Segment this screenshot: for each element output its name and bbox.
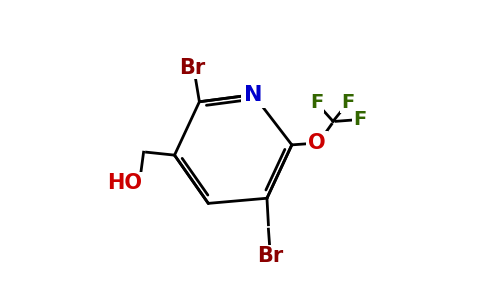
Text: Br: Br [257,246,283,266]
Text: F: F [341,93,354,112]
Text: Br: Br [179,58,205,78]
Text: F: F [353,110,366,129]
Text: N: N [244,85,262,105]
Text: F: F [310,93,323,112]
Text: O: O [308,134,326,153]
Text: HO: HO [107,173,142,193]
